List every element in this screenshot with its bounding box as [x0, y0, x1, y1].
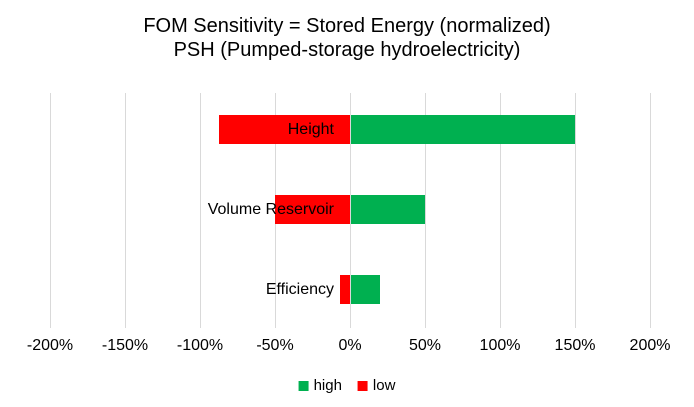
legend-swatch-low [357, 380, 368, 391]
x-tick-label: -100% [176, 337, 224, 354]
x-tick-label: 150% [554, 337, 596, 354]
gridline [500, 93, 501, 328]
x-tick-label: 100% [479, 337, 521, 354]
bar-segment-high [351, 195, 425, 224]
x-tick-label: 0% [338, 337, 362, 354]
chart-title-line1: FOM Sensitivity = Stored Energy (normali… [143, 15, 551, 37]
category-label: Efficiency [265, 281, 334, 298]
x-axis: -200% -150% -100% -50% 0% 50% 100% 150% 200% [0, 337, 694, 357]
gridline [125, 93, 126, 328]
x-tick-label: -200% [26, 337, 74, 354]
gridline [50, 93, 51, 328]
gridline [425, 93, 426, 328]
legend-swatch-high [298, 380, 309, 391]
x-tick-label: 200% [629, 337, 671, 354]
plot-area: Height Volume Reservoir Efficiency [50, 93, 651, 328]
category-label: Volume Reservoir [207, 201, 334, 218]
gridline [650, 93, 651, 328]
x-tick-label: -50% [256, 337, 294, 354]
bar-segment-high [351, 275, 380, 304]
legend-item: high [298, 377, 342, 394]
bar-segment-low [339, 275, 350, 304]
category-label: Height [287, 121, 334, 138]
x-tick-label: -150% [101, 337, 149, 354]
legend: high low [298, 377, 396, 394]
bar-segment-low [275, 195, 350, 224]
legend-item: low [357, 377, 396, 394]
chart-title: FOM Sensitivity = Stored Energy (normali… [0, 14, 694, 62]
gridline [350, 93, 351, 328]
x-tick-label: 50% [408, 337, 442, 354]
gridline [575, 93, 576, 328]
bar-segment-low [218, 115, 350, 144]
bar-segment-high [351, 115, 575, 144]
legend-label: high [313, 377, 342, 394]
chart-title-line2: PSH (Pumped-storage hydroelectricity) [173, 39, 521, 61]
legend-label: low [372, 377, 396, 394]
gridline [200, 93, 201, 328]
